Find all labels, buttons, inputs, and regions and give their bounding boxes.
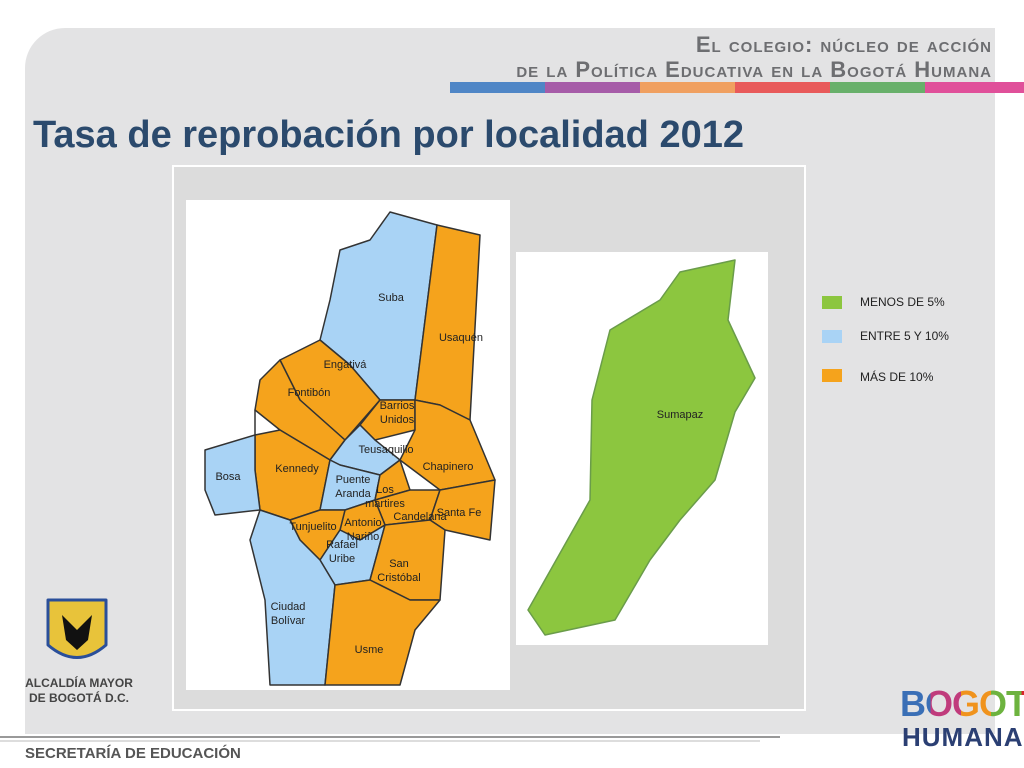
legend-swatch <box>822 296 842 309</box>
header-line: de la Política Educativa en la Bogotá Hu… <box>516 57 992 82</box>
locality-label: Tunjuelito <box>289 521 337 533</box>
legend-label: ENTRE 5 Y 10% <box>860 329 949 343</box>
logo-text: BOGOTÁ <box>900 683 1024 725</box>
legend-swatch <box>822 369 842 382</box>
locality-label: Bosa <box>215 471 241 483</box>
legend-label: MENOS DE 5% <box>860 295 945 309</box>
coat-of-arms-eagle <box>62 615 92 650</box>
locality-label: Rafael Uribe <box>326 539 358 565</box>
locality-label: Usme <box>354 644 384 656</box>
locality-label: Puente Aranda <box>335 474 371 500</box>
logo-text: HUMANA <box>902 722 1024 752</box>
locality-label: Teusaquillo <box>358 444 414 456</box>
locality-label: Suba <box>378 292 404 304</box>
locality-area <box>527 259 756 636</box>
locality-area <box>359 399 416 441</box>
locality-label: Usaquén <box>438 332 484 344</box>
locality-label: Chapinero <box>422 461 474 473</box>
locality-label: Fontibón <box>287 387 331 399</box>
locality-label: Engativá <box>323 359 367 371</box>
locality-area <box>429 479 496 541</box>
legend-label: MÁS DE 10% <box>860 370 934 384</box>
locality-label: Kennedy <box>275 463 319 475</box>
header-line: El colegio: núcleo de acción <box>695 32 992 57</box>
locality-label: Los mártires <box>365 484 405 510</box>
locality-label: Candelaria <box>393 511 447 523</box>
locality-label: San Cristóbal <box>377 558 421 584</box>
locality-label: Barrios Unidos <box>379 400 415 426</box>
locality-area <box>324 579 441 686</box>
locality-label: Sumapaz <box>656 409 704 421</box>
locality-label: Antonio Nariño <box>344 517 382 543</box>
city-name: ALCALDÍA MAYOR DE BOGOTÁ D.C. <box>25 676 133 705</box>
locality-label: Santa Fe <box>436 507 482 519</box>
coat-of-arms <box>46 598 108 659</box>
legend-swatch <box>822 330 842 343</box>
office-name: SECRETARÍA DE EDUCACIÓN <box>25 745 241 762</box>
locality-label: Ciudad Bolívar <box>270 601 306 627</box>
slide-title: Tasa de reprobación por localidad 2012 <box>33 114 744 156</box>
